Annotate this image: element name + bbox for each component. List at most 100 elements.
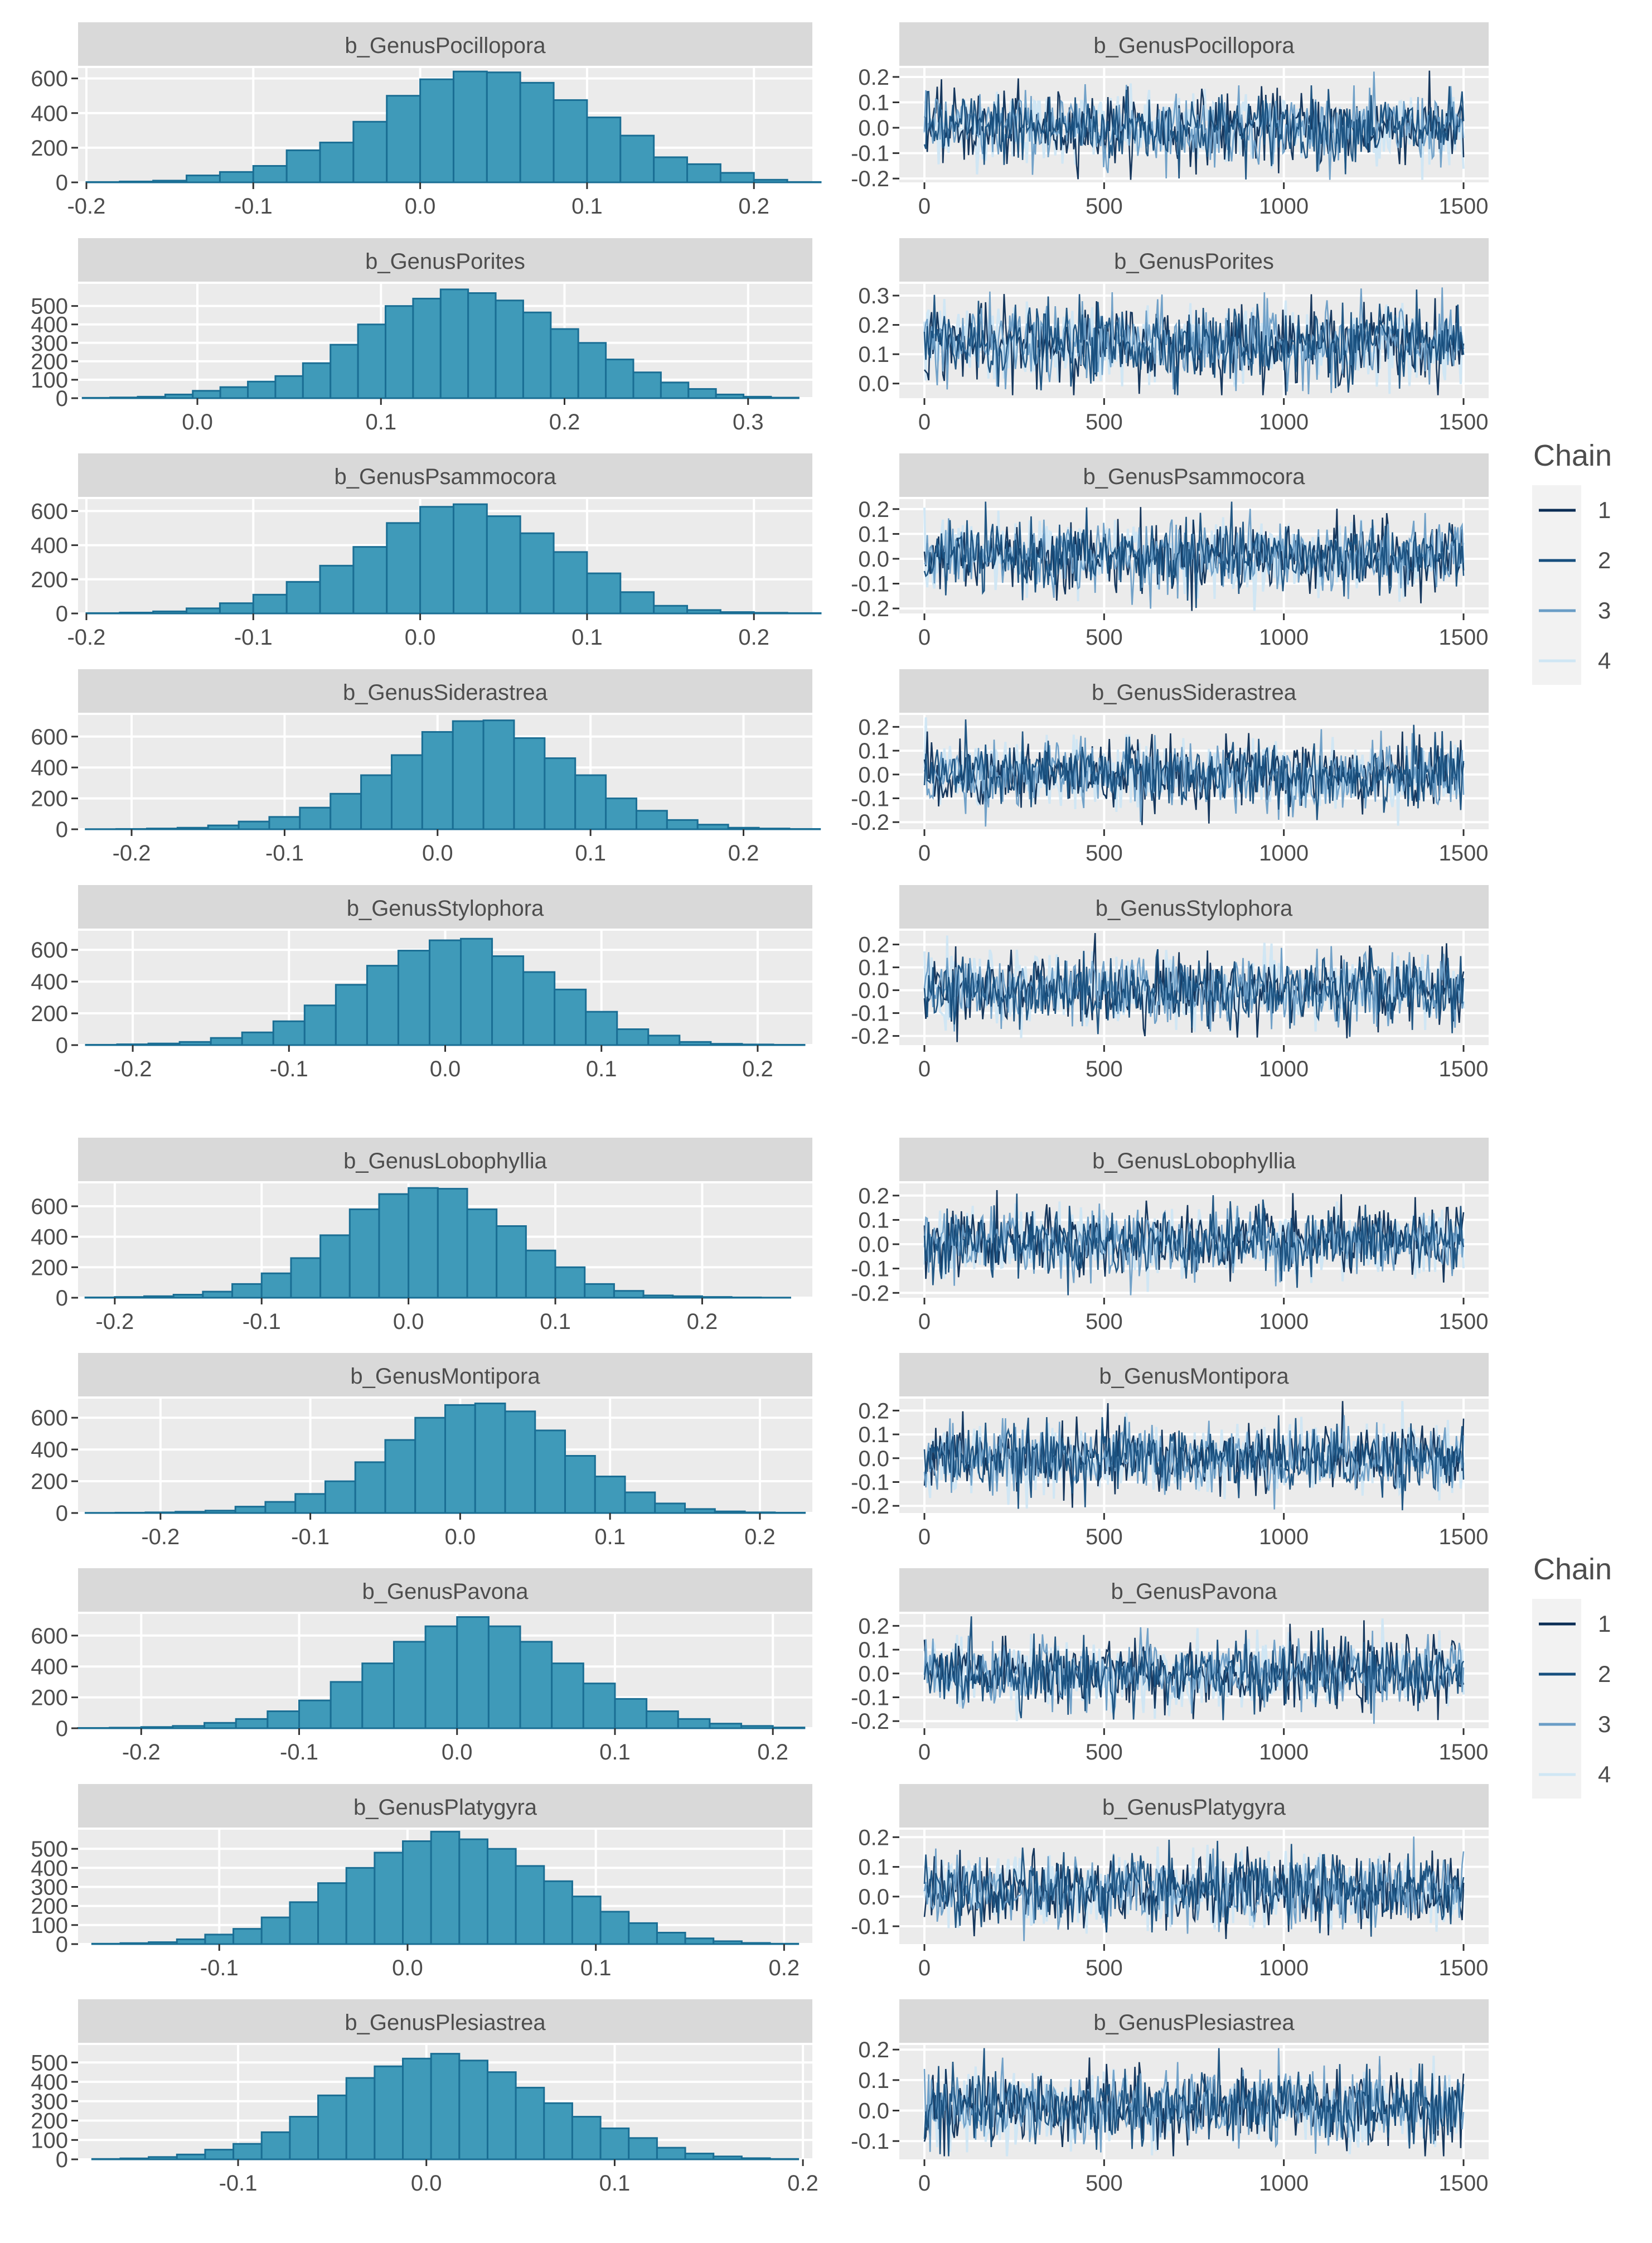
- histogram-bar: [235, 1718, 269, 1729]
- trace-line-chain-2: [923, 1415, 1465, 1511]
- y-tick-label: 0: [56, 1501, 68, 1526]
- y-tick-label: 0.1: [858, 739, 889, 763]
- y-tick-label: 400: [31, 1225, 68, 1250]
- y-tick-label: 0: [56, 386, 68, 411]
- histogram-bar: [740, 2157, 771, 2160]
- y-tick-label: 400: [31, 2070, 68, 2095]
- x-tick-label: 0.2: [738, 194, 769, 219]
- y-tick-label: 0.3: [858, 284, 889, 308]
- histogram-bar: [319, 564, 355, 615]
- x-tick-label: 1000: [1259, 410, 1309, 434]
- histogram-bar: [713, 1940, 743, 1945]
- x-tick-label: 1000: [1259, 841, 1309, 866]
- histogram-bar: [319, 142, 355, 183]
- x-tick-label: -0.1: [270, 1057, 308, 1081]
- histogram-bar: [525, 1249, 556, 1299]
- histogram-bar: [701, 1296, 733, 1299]
- histogram-bar: [324, 1480, 356, 1514]
- histogram-bar: [419, 506, 454, 615]
- histogram-bar: [330, 1681, 364, 1729]
- x-tick-label: 0.1: [540, 1309, 571, 1334]
- y-tick-label: 0.0: [858, 2099, 889, 2124]
- y-tick-label: 600: [31, 1624, 68, 1649]
- histogram-bar: [534, 1429, 566, 1514]
- histogram-bar: [204, 1510, 236, 1514]
- x-tick-label: 0.1: [594, 1525, 626, 1549]
- trace-line-chain-3: [923, 946, 1465, 1032]
- x-tick-label: -0.2: [114, 1057, 152, 1081]
- y-tick-label: 300: [31, 331, 68, 356]
- x-tick-label: 0.1: [571, 625, 603, 650]
- histogram-bar: [175, 1511, 206, 1514]
- y-tick-label: 0.2: [858, 715, 889, 739]
- x-tick-label: 0.1: [365, 410, 396, 434]
- y-tick-label: 0.0: [858, 372, 889, 397]
- histogram-bar: [544, 757, 576, 830]
- trace-panel-4: b_GenusStylophora -0.2-0.10.00.10.2 0 500 10…: [851, 885, 1489, 1081]
- histogram-bar: [289, 2116, 319, 2160]
- x-tick-label: 500: [1086, 1740, 1123, 1765]
- histogram-bar: [519, 81, 555, 183]
- histogram-bar: [412, 297, 442, 399]
- chain-legend-2: Chain 1 2 3 4: [1532, 1553, 1612, 1799]
- histogram-bar: [466, 1208, 498, 1299]
- trace-line-chain-1: [923, 1620, 1465, 1720]
- y-tick-label: 100: [31, 2128, 68, 2153]
- x-tick-label: 0.2: [757, 1740, 788, 1765]
- trace-line-chain-2: [923, 1616, 1465, 1720]
- legend-label: 4: [1598, 647, 1611, 674]
- histogram-bar: [619, 591, 655, 615]
- x-tick-label: -0.1: [200, 1956, 239, 1980]
- histogram-bar: [686, 609, 721, 615]
- histogram-bar: [486, 515, 521, 615]
- histogram-bar: [272, 1020, 306, 1046]
- histogram-bar: [605, 797, 637, 830]
- x-tick-label: 0: [918, 2171, 931, 2196]
- histogram-bar: [653, 605, 689, 615]
- histogram-bar: [152, 610, 188, 615]
- y-tick-label: 0.2: [858, 1825, 889, 1850]
- histogram-bar: [393, 1641, 427, 1729]
- histogram-bar: [202, 1290, 234, 1299]
- histogram-bar: [366, 965, 399, 1046]
- histogram-bar: [232, 1928, 263, 1945]
- histogram-bar: [219, 602, 254, 615]
- facet-strip-label: b_GenusPorites: [365, 249, 525, 274]
- trace-line-chain-3: [923, 71, 1465, 180]
- trace-panel-6: b_GenusMontipora -0.2-0.10.00.10.2 0 500 100…: [851, 1353, 1489, 1549]
- x-tick-label: 1500: [1439, 2171, 1489, 2196]
- histogram-bar: [148, 1941, 178, 1945]
- x-tick-label: 1500: [1439, 410, 1489, 434]
- x-tick-label: 0.0: [445, 1525, 476, 1549]
- histogram-bar: [176, 2153, 206, 2160]
- histogram-bar: [264, 1501, 297, 1514]
- y-tick-label: 0.2: [858, 497, 889, 522]
- histogram-bar: [252, 165, 288, 183]
- histogram-bar: [740, 1725, 774, 1729]
- histogram-bar: [599, 1911, 630, 1945]
- facet-strip: [899, 453, 1489, 497]
- trace-panel-1: b_GenusPorites 0.0 0.1 0.2 0.3 0 500 1000 1500: [858, 238, 1489, 434]
- facet-strip: [899, 669, 1489, 713]
- y-tick-label: 200: [31, 1255, 68, 1280]
- histogram-bar: [458, 1838, 488, 1945]
- histogram-bar: [428, 939, 462, 1046]
- y-tick-label: 300: [31, 2090, 68, 2114]
- y-tick-label: 600: [31, 725, 68, 750]
- histogram-bar: [686, 163, 721, 183]
- x-tick-label: -0.2: [141, 1525, 180, 1549]
- histogram-bar: [571, 1896, 602, 1945]
- histogram-bar: [444, 1404, 476, 1514]
- histogram-bar: [577, 342, 607, 399]
- facet-strip: [78, 238, 812, 282]
- histogram-bar: [114, 1296, 146, 1299]
- histogram-bar: [238, 820, 270, 830]
- x-tick-label: -0.2: [67, 194, 105, 219]
- y-tick-label: 0.2: [858, 933, 889, 958]
- y-tick-label: 300: [31, 1875, 68, 1900]
- y-tick-label: 400: [31, 101, 68, 126]
- trace-line-chain-2: [923, 1839, 1465, 1937]
- histogram-bar: [207, 824, 240, 830]
- histogram-bar: [574, 774, 607, 830]
- x-tick-label: 0.0: [392, 1956, 423, 1980]
